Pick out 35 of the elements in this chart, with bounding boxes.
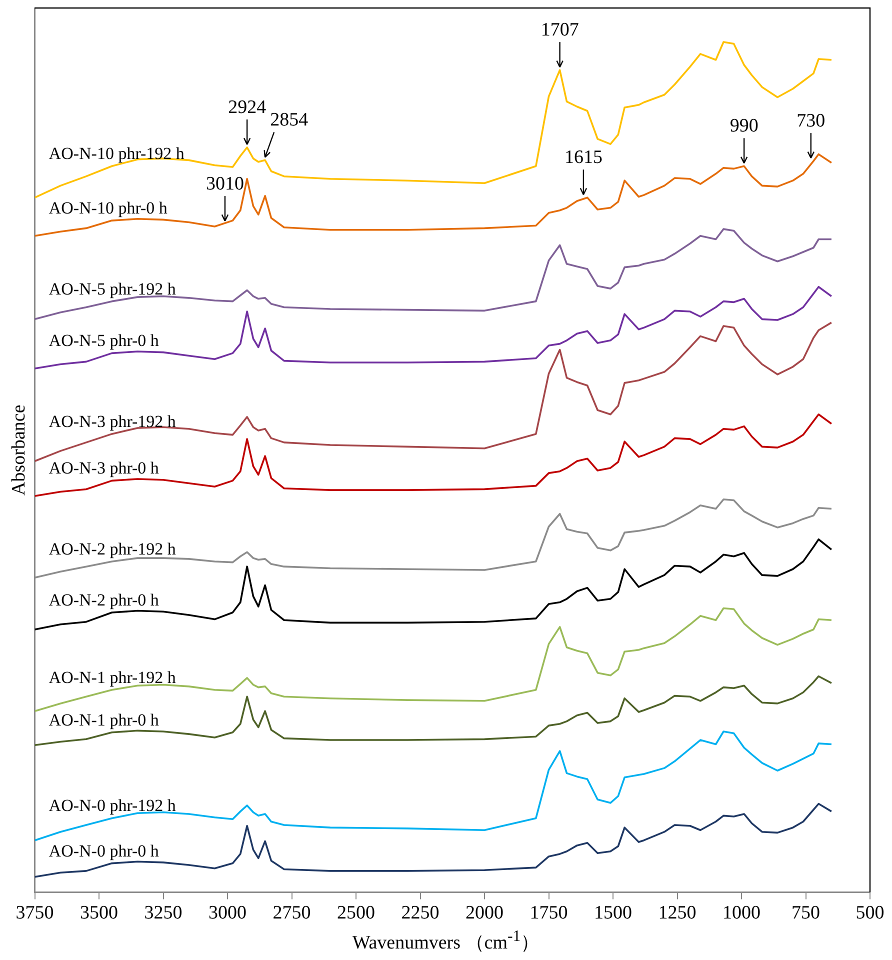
series-label: AO-N-1 phr-0 h xyxy=(48,710,160,730)
annotation: 2854 xyxy=(270,110,309,131)
series-label: AO-N-10 phr-0 h xyxy=(48,198,168,218)
x-tick-label: 3000 xyxy=(208,902,247,924)
series-label: AO-N-10 phr-192 h xyxy=(48,144,185,164)
x-tick-label: 2250 xyxy=(401,902,440,924)
series-label: AO-N-3 phr-192 h xyxy=(48,412,176,431)
x-tick-label: 2750 xyxy=(272,902,311,924)
annotation: 1707 xyxy=(540,20,579,41)
y-axis-title: Absorbance xyxy=(8,404,30,496)
x-tick-label: 2000 xyxy=(466,902,504,924)
annotation: 730 xyxy=(796,110,826,132)
x-tick-label: 1750 xyxy=(530,902,568,924)
x-tick-label: 500 xyxy=(856,902,884,924)
series-label: AO-N-2 phr-192 h xyxy=(48,539,176,558)
x-tick-label: 1000 xyxy=(722,902,761,924)
series-label: AO-N-5 phr-0 h xyxy=(48,331,160,350)
series-label: AO-N-0 phr-0 h xyxy=(48,841,160,860)
series-label: AO-N-1 phr-192 h xyxy=(48,668,176,687)
x-tick-label: 1250 xyxy=(658,902,696,924)
annotation: 2924 xyxy=(228,96,267,118)
x-tick-label: 3500 xyxy=(80,902,118,924)
series-label: AO-N-2 phr-0 h xyxy=(48,590,160,610)
annotation: 3010 xyxy=(206,173,244,194)
annotation: 990 xyxy=(730,116,758,137)
series-label: AO-N-5 phr-192 h xyxy=(48,279,176,298)
x-tick-label: 750 xyxy=(792,902,820,924)
x-axis-title: Wavenumvers （cm$^{-1}$） xyxy=(351,928,541,956)
x-tick-label: 1500 xyxy=(594,902,632,924)
series-label: AO-N-3 phr-0 h xyxy=(48,458,160,478)
x-tick-label: 3750 xyxy=(16,902,54,924)
annotation: 1615 xyxy=(564,147,602,168)
x-tick-label: 3250 xyxy=(144,902,182,924)
series-label: AO-N-0 phr-192 h xyxy=(48,796,176,816)
x-tick-label: 2500 xyxy=(337,902,376,924)
